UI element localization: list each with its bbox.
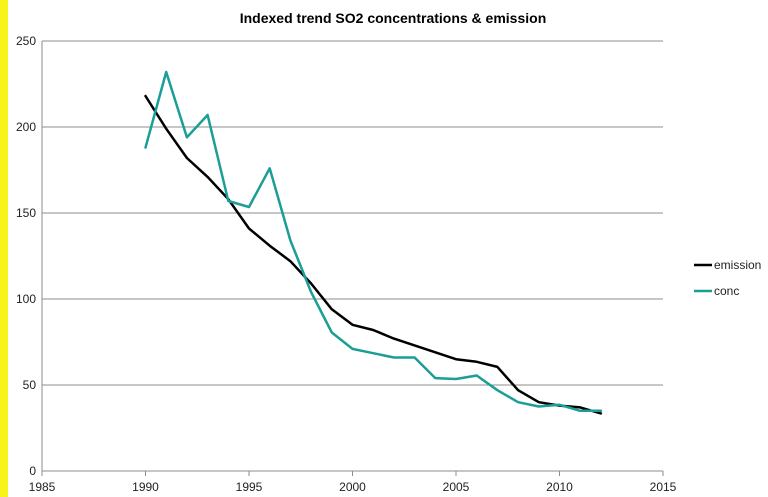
y-tick-label: 250: [16, 34, 36, 48]
legend: emission conc: [694, 258, 761, 298]
y-tick-label: 0: [29, 464, 36, 478]
y-tick-label: 50: [23, 378, 37, 392]
y-tick-label: 200: [16, 120, 36, 134]
left-color-strip: [0, 0, 8, 497]
axes: 0 50 100 150 200 250 1985 1990 1995 2000 2005 2010 2…: [16, 34, 677, 494]
gridlines: [42, 40, 663, 386]
legend-label-emission: emission: [714, 258, 761, 272]
legend-label-conc: conc: [714, 284, 739, 298]
y-tick-label: 150: [16, 206, 36, 220]
series-lines: [144, 70, 603, 415]
x-tick-label: 2000: [339, 480, 366, 494]
x-tick-label: 1990: [132, 480, 159, 494]
x-tick-label: 2010: [546, 480, 573, 494]
y-tick-label: 100: [16, 292, 36, 306]
series-line-emission: [144, 94, 603, 415]
series-line-conc: [144, 70, 603, 413]
x-tick-label: 1985: [29, 480, 56, 494]
x-tick-label: 1995: [236, 480, 263, 494]
chart-title: Indexed trend SO2 concentrations & emiss…: [240, 10, 547, 26]
x-tick-label: 2015: [650, 480, 677, 494]
x-tick-label: 2005: [443, 480, 470, 494]
